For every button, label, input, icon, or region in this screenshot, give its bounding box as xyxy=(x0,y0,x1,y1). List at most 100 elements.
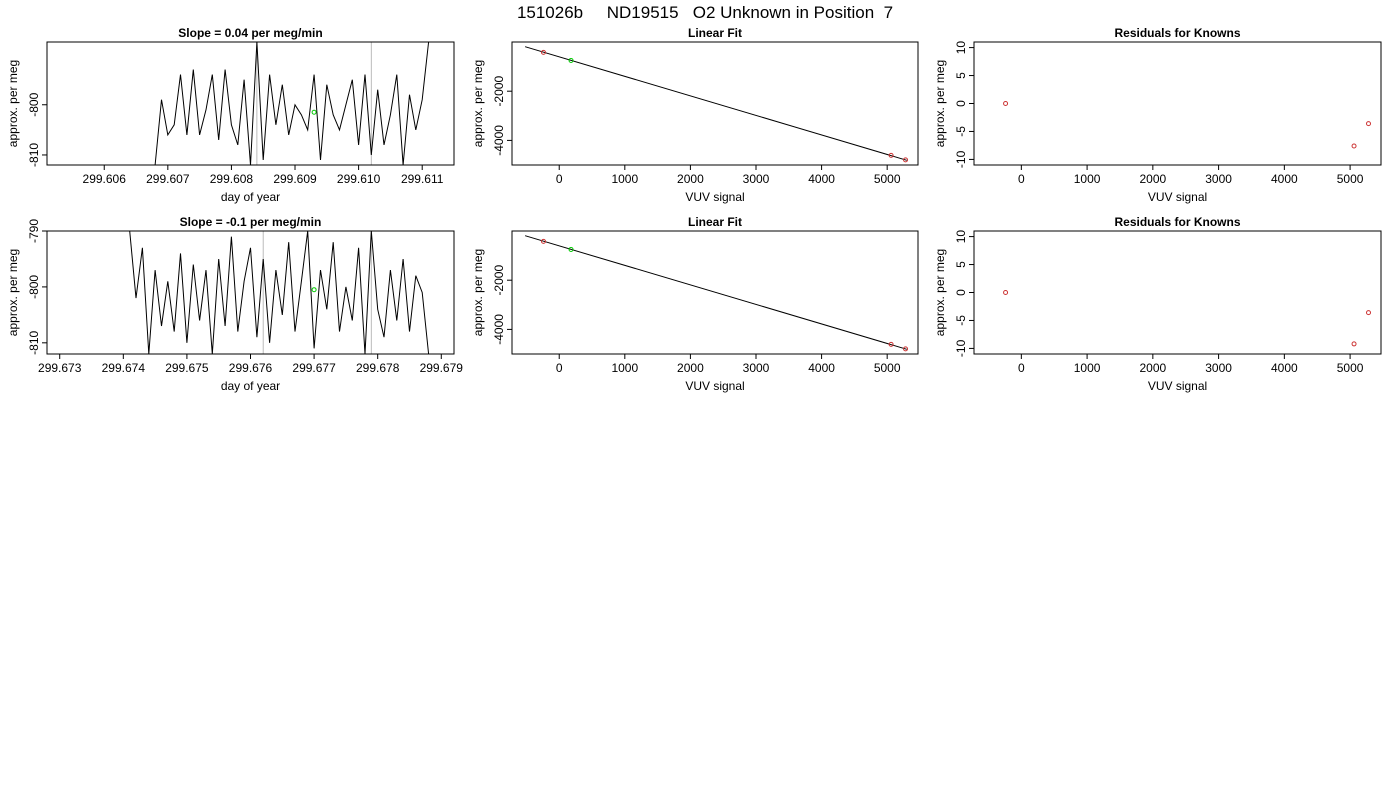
x-tick-label: 3000 xyxy=(1205,172,1232,186)
figure-title: 151026b ND19515 O2 Unknown in Position 7 xyxy=(517,3,893,22)
panel-frame xyxy=(46,41,455,166)
data-point xyxy=(1366,310,1372,316)
y-axis-label: approx. per meg xyxy=(933,249,947,336)
x-tick-label: 0 xyxy=(1018,361,1025,375)
x-tick-label: 4000 xyxy=(808,361,835,375)
panel-frame xyxy=(511,230,919,355)
y-tick-label: 0 xyxy=(954,100,968,107)
y-tick-label: 10 xyxy=(954,41,968,55)
y-tick-label: -790 xyxy=(27,219,41,243)
plot-area xyxy=(154,42,430,165)
data-point xyxy=(1366,121,1372,127)
y-axis-label: approx. per meg xyxy=(6,249,20,336)
x-tick-label: 5000 xyxy=(1337,172,1364,186)
x-tick-label: 299.673 xyxy=(38,361,82,375)
panel-title: Slope = 0.04 per meg/min xyxy=(178,26,322,40)
x-tick-label: 299.676 xyxy=(229,361,273,375)
x-tick-label: 1000 xyxy=(1074,361,1101,375)
y-tick-label: -800 xyxy=(27,275,41,299)
plot-area xyxy=(129,231,430,354)
y-tick-label: -10 xyxy=(954,150,968,168)
data-point xyxy=(540,49,546,55)
x-axis-label: VUV signal xyxy=(1148,190,1207,204)
x-tick-label: 0 xyxy=(556,172,563,186)
panel-title: Residuals for Knowns xyxy=(1114,215,1240,229)
x-tick-label: 2000 xyxy=(1139,361,1166,375)
x-axis-label: VUV signal xyxy=(1148,379,1207,393)
x-tick-label: 2000 xyxy=(677,172,704,186)
y-axis-label: approx. per meg xyxy=(471,249,485,336)
x-tick-label: 1000 xyxy=(611,361,638,375)
x-tick-label: 0 xyxy=(556,361,563,375)
y-tick-label: -810 xyxy=(27,143,41,167)
panel-frame xyxy=(46,230,455,355)
data-point xyxy=(888,152,894,158)
x-axis-label: day of year xyxy=(221,379,280,393)
data-point xyxy=(1003,290,1009,295)
y-tick-label: -4000 xyxy=(492,125,506,156)
y-tick-label: 5 xyxy=(954,261,968,268)
x-tick-label: 4000 xyxy=(1271,172,1298,186)
x-tick-label: 3000 xyxy=(1205,361,1232,375)
x-tick-label: 299.674 xyxy=(102,361,146,375)
x-tick-label: 299.608 xyxy=(210,172,254,186)
data-point xyxy=(311,287,317,293)
chart-panel-3: Residuals for Knowns VUV signal approx. pe… xyxy=(933,26,1382,204)
data-point xyxy=(540,238,546,244)
x-tick-label: 3000 xyxy=(743,361,770,375)
plot-area xyxy=(524,46,909,163)
x-tick-label: 2000 xyxy=(1139,172,1166,186)
chart-panel-4: Slope = -0.1 per meg/min day of year appro… xyxy=(6,215,463,393)
series-line xyxy=(524,235,907,350)
series-line xyxy=(129,231,430,354)
panel-frame xyxy=(973,41,1382,166)
x-tick-label: 299.607 xyxy=(146,172,190,186)
chart-panel-6: Residuals for Knowns VUV signal approx. pe… xyxy=(933,215,1382,393)
x-tick-label: 1000 xyxy=(1074,172,1101,186)
data-point xyxy=(903,157,909,163)
series-line xyxy=(524,46,907,161)
x-tick-label: 5000 xyxy=(874,172,901,186)
data-point xyxy=(1351,143,1357,149)
y-tick-label: -10 xyxy=(954,339,968,357)
y-tick-label: -800 xyxy=(27,92,41,116)
y-tick-label: 10 xyxy=(954,230,968,244)
panel-title: Slope = -0.1 per meg/min xyxy=(180,215,322,229)
y-axis-label: approx. per meg xyxy=(933,60,947,147)
x-tick-label: 4000 xyxy=(808,172,835,186)
x-tick-label: 5000 xyxy=(874,361,901,375)
x-tick-label: 0 xyxy=(1018,172,1025,186)
y-axis-label: approx. per meg xyxy=(6,60,20,147)
y-tick-label: -810 xyxy=(27,330,41,354)
panel-title: Residuals for Knowns xyxy=(1114,26,1240,40)
data-point xyxy=(1003,101,1009,106)
x-tick-label: 299.610 xyxy=(337,172,381,186)
x-tick-label: 5000 xyxy=(1337,361,1364,375)
y-tick-label: -2000 xyxy=(492,265,506,296)
x-tick-label: 2000 xyxy=(677,361,704,375)
panel-frame xyxy=(511,41,919,166)
x-tick-label: 3000 xyxy=(743,172,770,186)
panel-frame xyxy=(973,230,1382,355)
x-axis-label: VUV signal xyxy=(685,190,744,204)
y-tick-label: 0 xyxy=(954,289,968,296)
data-point xyxy=(568,246,574,252)
x-tick-label: 299.679 xyxy=(420,361,464,375)
y-tick-label: -2000 xyxy=(492,76,506,107)
x-tick-label: 299.606 xyxy=(83,172,127,186)
data-point xyxy=(1351,341,1357,347)
x-axis-label: day of year xyxy=(221,190,280,204)
panel-title: Linear Fit xyxy=(688,215,742,229)
chart-panel-5: Linear Fit VUV signal approx. per meg 0 1000… xyxy=(471,215,919,393)
x-tick-label: 299.677 xyxy=(292,361,336,375)
data-point xyxy=(903,346,909,352)
x-tick-label: 1000 xyxy=(611,172,638,186)
x-tick-label: 299.675 xyxy=(165,361,209,375)
panel-title: Linear Fit xyxy=(688,26,742,40)
x-tick-label: 299.609 xyxy=(273,172,317,186)
chart-panels: Slope = 0.04 per meg/min day of year appro… xyxy=(6,26,1382,393)
series-line xyxy=(154,42,430,165)
y-axis-label: approx. per meg xyxy=(471,60,485,147)
